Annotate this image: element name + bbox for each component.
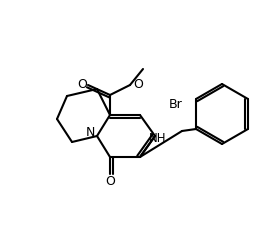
Text: O: O [77,77,87,90]
Text: O: O [133,77,143,90]
Text: NH: NH [149,131,167,144]
Text: N: N [85,125,95,138]
Text: Br: Br [169,98,183,111]
Text: O: O [105,175,115,188]
